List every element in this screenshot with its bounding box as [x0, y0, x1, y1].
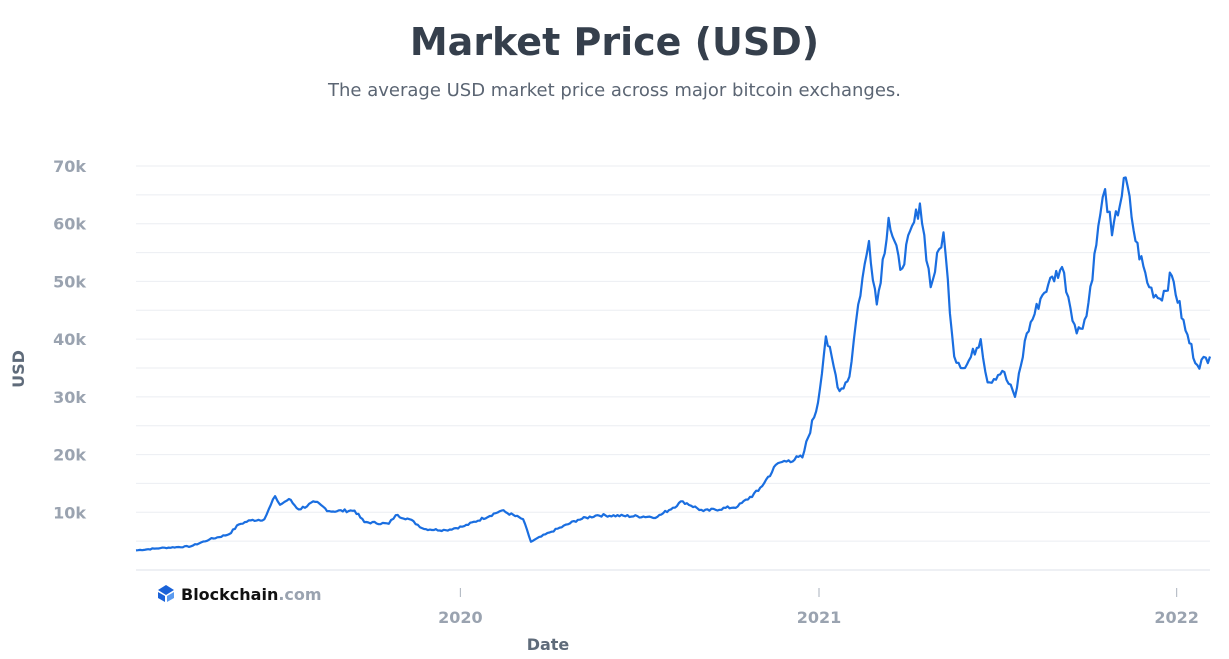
data-point: [1085, 315, 1087, 317]
data-point: [1026, 332, 1028, 334]
data-point: [1148, 286, 1150, 288]
y-tick-label: 30k: [53, 388, 86, 407]
data-point: [838, 390, 840, 392]
data-point: [857, 303, 859, 305]
data-point: [868, 240, 870, 242]
data-point: [444, 529, 446, 531]
x-tick-label: 2020: [438, 608, 483, 627]
data-point: [1047, 283, 1049, 285]
data-point: [1125, 176, 1127, 178]
data-point: [736, 505, 738, 507]
y-tick-label: 50k: [53, 272, 86, 291]
data-point: [135, 549, 137, 551]
data-point: [1039, 298, 1041, 300]
chart-subtitle: The average USD market price across majo…: [328, 80, 901, 101]
data-point: [353, 509, 355, 511]
data-point: [979, 338, 981, 340]
data-point: [363, 521, 365, 523]
data-point: [682, 500, 684, 502]
data-point: [930, 286, 932, 288]
data-point: [787, 459, 789, 461]
blockchain-logo: Blockchain.com: [158, 585, 322, 604]
data-point: [463, 525, 465, 527]
data-point: [238, 523, 240, 525]
data-point: [263, 518, 265, 520]
data-point: [577, 519, 579, 521]
data-point: [596, 514, 598, 516]
data-point: [228, 533, 230, 535]
data-point: [1001, 370, 1003, 372]
data-point: [964, 367, 966, 369]
data-point: [408, 518, 410, 520]
data-point: [1061, 266, 1063, 268]
data-point: [249, 519, 251, 521]
data-point: [919, 202, 921, 204]
y-tick-label: 20k: [53, 446, 86, 465]
data-point: [825, 335, 827, 337]
data-point: [1134, 240, 1136, 242]
y-axis-label: USD: [9, 350, 28, 388]
data-point: [817, 401, 819, 403]
gridlines: [136, 165, 1210, 571]
chart-title: Market Price (USD): [409, 20, 820, 64]
data-point: [288, 498, 290, 500]
data-point: [500, 509, 502, 511]
y-axis-ticks: 10k 20k 30k 40k 50k 60k 70k: [53, 157, 86, 522]
data-point: [314, 501, 316, 503]
data-point: [1196, 364, 1198, 366]
data-point: [848, 375, 850, 377]
data-point: [394, 514, 396, 516]
series-layer: [135, 176, 1212, 552]
y-tick-label: 40k: [53, 330, 86, 349]
data-point: [279, 504, 281, 506]
data-point: [388, 523, 390, 525]
data-point: [297, 508, 299, 510]
data-point: [159, 547, 161, 549]
data-point: [1209, 355, 1211, 357]
data-point: [548, 531, 550, 533]
data-point: [1111, 234, 1113, 236]
y-tick-label: 70k: [53, 157, 86, 176]
data-point: [522, 518, 524, 520]
data-point: [899, 269, 901, 271]
data-point: [777, 462, 779, 464]
data-point: [702, 510, 704, 512]
data-point: [757, 490, 759, 492]
data-point: [1104, 188, 1106, 190]
data-point: [1014, 396, 1016, 398]
data-point: [328, 510, 330, 512]
y-tick-label: 10k: [53, 503, 86, 522]
data-point: [986, 381, 988, 383]
y-tick-label: 60k: [53, 215, 86, 234]
data-point: [876, 303, 878, 305]
data-point: [1099, 214, 1101, 216]
x-axis-label: Date: [527, 635, 570, 654]
data-point: [801, 456, 803, 458]
brand-name: Blockchain: [181, 585, 278, 604]
data-point: [656, 516, 658, 518]
data-point: [953, 355, 955, 357]
x-tick-label: 2021: [797, 608, 842, 627]
data-point: [1184, 329, 1186, 331]
data-point: [208, 538, 210, 540]
svg-text:Blockchain.com: Blockchain.com: [181, 585, 322, 604]
data-point: [942, 231, 944, 233]
brand-suffix: .com: [278, 585, 321, 604]
data-point: [1076, 332, 1078, 334]
data-point: [1159, 298, 1161, 300]
data-point: [530, 541, 532, 543]
data-point: [887, 217, 889, 219]
price-line: [135, 176, 1212, 552]
data-point: [274, 495, 276, 497]
blockchain-logo-icon: [158, 585, 174, 595]
x-tick-label: 2022: [1154, 608, 1199, 627]
data-point: [1171, 274, 1173, 276]
data-point: [423, 528, 425, 530]
x-axis-ticks: 2020 2021 2022: [438, 588, 1199, 627]
data-point: [190, 545, 192, 547]
